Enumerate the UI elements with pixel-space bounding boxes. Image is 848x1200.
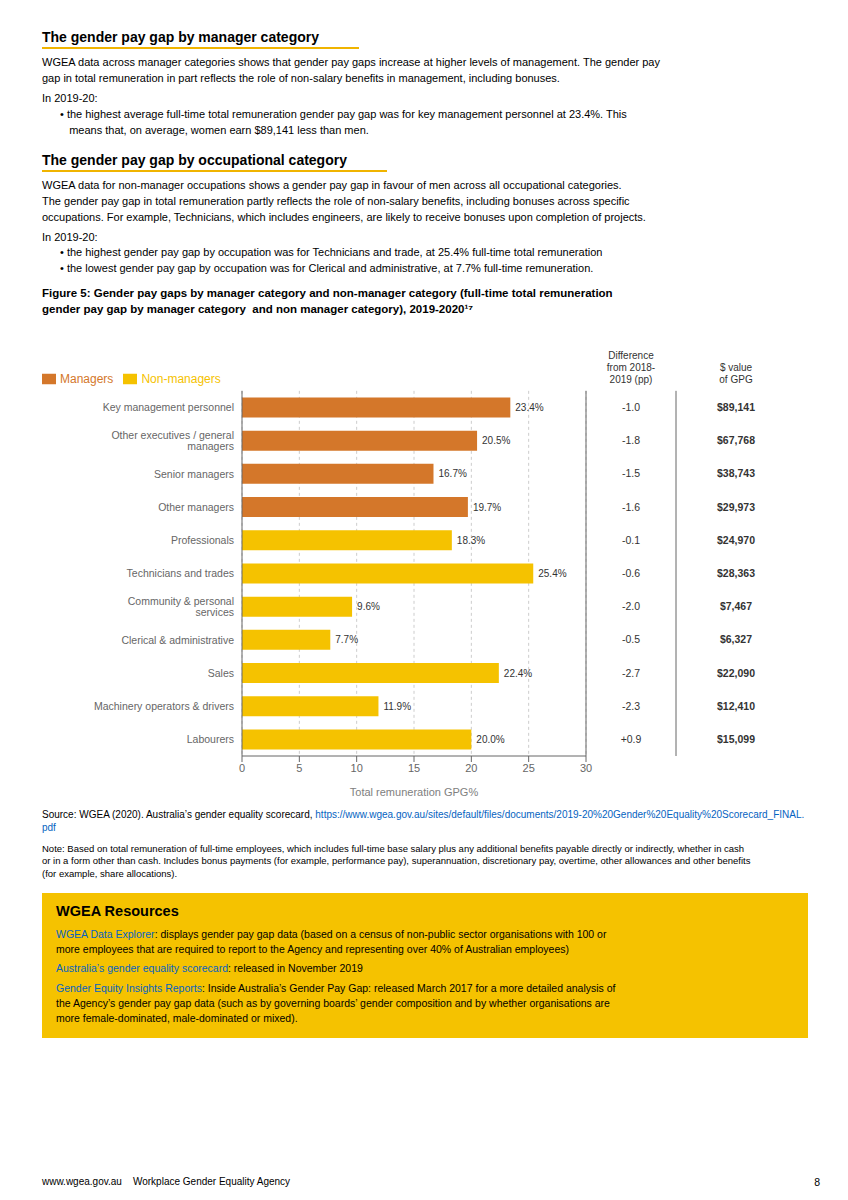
svg-text:-1.6: -1.6: [622, 500, 640, 512]
svg-text:Other managers: Other managers: [158, 500, 234, 512]
svg-text:-0.6: -0.6: [622, 567, 640, 579]
svg-text:-0.5: -0.5: [622, 633, 640, 645]
html-text:Managers: Managers: [60, 371, 114, 386]
html-text:www.wgea.gov.au Workplace Gend: www.wgea.gov.au Workplace Gender Equalit…: [42, 1176, 291, 1187]
svg-text:10: 10: [351, 761, 363, 773]
svg-text:19.7%: 19.7%: [473, 501, 501, 512]
html-text:Non-managers: Non-managers: [141, 371, 221, 386]
html-text:• the highest gender pay gap b: • the highest gender pay gap by occupati…: [60, 246, 603, 259]
svg-text:20: 20: [465, 761, 477, 773]
html-text:WGEA data across manager categ: WGEA data across manager categories show…: [42, 56, 660, 84]
svg-text:-0.1: -0.1: [622, 533, 640, 545]
html-text:The gender pay gap by manager: The gender pay gap by manager category: [42, 29, 319, 45]
svg-text:$12,410: $12,410: [717, 699, 755, 711]
svg-text:Professionals: Professionals: [171, 533, 234, 545]
svg-text:Differencefrom 2018-2019 (pp): Differencefrom 2018-2019 (pp): [607, 349, 655, 384]
svg-text:7.7%: 7.7%: [335, 634, 358, 645]
svg-text:Machinery operators & drivers: Machinery operators & drivers: [94, 699, 234, 711]
svg-text:Labourers: Labourers: [187, 733, 234, 745]
svg-text:16.7%: 16.7%: [438, 468, 466, 479]
svg-text:-2.7: -2.7: [622, 666, 640, 678]
svg-text:-2.3: -2.3: [622, 699, 640, 711]
svg-text:$89,141: $89,141: [717, 401, 755, 413]
svg-text:Key management personnel: Key management personnel: [103, 401, 234, 413]
svg-text:Technicians and trades: Technicians and trades: [127, 567, 234, 579]
svg-text:20.0%: 20.0%: [476, 733, 504, 744]
svg-text:$28,363: $28,363: [717, 567, 755, 579]
svg-text:23.4%: 23.4%: [515, 402, 543, 413]
html-text:Figure 5: Gender pay gaps by m: Figure 5: Gender pay gaps by manager cat…: [42, 287, 613, 316]
svg-text:11.9%: 11.9%: [383, 700, 411, 711]
svg-text:20.5%: 20.5%: [482, 435, 510, 446]
svg-text:+0.9: +0.9: [621, 733, 642, 745]
html-text:Australia’s gender equality sc: Australia’s gender equality scorecard: r…: [56, 962, 363, 975]
svg-text:18.3%: 18.3%: [457, 534, 485, 545]
svg-text:$15,099: $15,099: [717, 733, 755, 745]
svg-text:0: 0: [239, 761, 245, 773]
svg-text:Community & personalservices: Community & personalservices: [128, 595, 234, 618]
svg-text:15: 15: [408, 761, 420, 773]
svg-text:Total remuneration GPG%: Total remuneration GPG%: [350, 786, 479, 798]
svg-text:Other executives / generalmana: Other executives / generalmanagers: [111, 429, 234, 452]
svg-text:$67,768: $67,768: [717, 434, 755, 446]
svg-text:5: 5: [296, 761, 302, 773]
svg-text:$22,090: $22,090: [717, 666, 755, 678]
svg-text:Senior managers: Senior managers: [154, 467, 234, 479]
svg-text:$29,973: $29,973: [717, 500, 755, 512]
html-text:The gender pay gap by occupati: The gender pay gap by occupational categ…: [42, 151, 347, 168]
svg-text:$6,327: $6,327: [720, 633, 752, 645]
html-text:8: 8: [814, 1176, 820, 1188]
svg-text:$38,743: $38,743: [717, 467, 755, 479]
html-text:Source: WGEA (2020). Australia: Source: WGEA (2020). Australia’s gender …: [42, 808, 805, 833]
html-text:• the lowest gender pay gap by: • the lowest gender pay gap by occupatio…: [60, 262, 594, 275]
html-text:In 2019-20:: In 2019-20:: [42, 230, 98, 243]
svg-text:$ valueof GPG: $ valueof GPG: [719, 361, 753, 384]
svg-text:$7,467: $7,467: [720, 600, 752, 612]
svg-text:-1.5: -1.5: [622, 467, 640, 479]
svg-text:$24,970: $24,970: [717, 533, 755, 545]
svg-text:-2.0: -2.0: [622, 600, 640, 612]
html-text:In 2019-20:: In 2019-20:: [42, 91, 98, 104]
html-text:Gender Equity Insights Reports: Gender Equity Insights Reports: Inside A…: [56, 981, 616, 1024]
svg-text:Sales: Sales: [208, 666, 234, 678]
html-text:WGEA Resources: WGEA Resources: [56, 902, 179, 919]
html-text:• the highest average full-tim: • the highest average full-time total re…: [60, 107, 627, 136]
svg-text:-1.0: -1.0: [622, 401, 640, 413]
svg-text:9.6%: 9.6%: [357, 601, 380, 612]
svg-text:-1.8: -1.8: [622, 434, 640, 446]
svg-text:25.4%: 25.4%: [538, 568, 566, 579]
html-text:WGEA data for non-manager occu: WGEA data for non-manager occupations sh…: [42, 178, 646, 223]
html-text:Note: Based on total remunerat: Note: Based on total remuneration of ful…: [42, 842, 751, 880]
svg-text:25: 25: [523, 761, 535, 773]
svg-text:30: 30: [580, 761, 592, 773]
svg-text:Clerical & administrative: Clerical & administrative: [121, 633, 234, 645]
svg-text:22.4%: 22.4%: [504, 667, 532, 678]
html-text:WGEA Data Explorer: displays g: WGEA Data Explorer: displays gender pay …: [56, 927, 607, 956]
